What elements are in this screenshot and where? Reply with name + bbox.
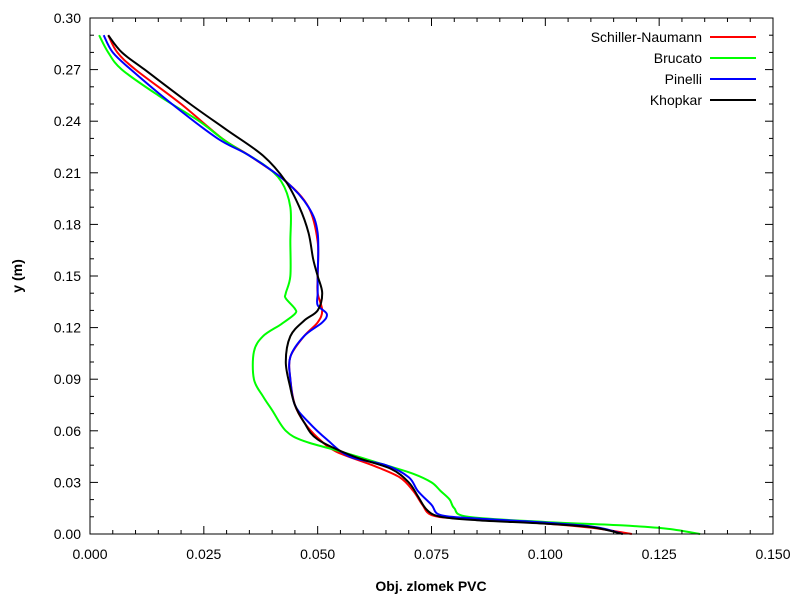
axis-ticks bbox=[89, 17, 774, 535]
legend-label-pinelli: Pinelli bbox=[665, 71, 702, 87]
x-tick-label: 0.125 bbox=[642, 546, 677, 562]
x-axis-title: Obj. zlomek PVC bbox=[375, 578, 486, 594]
x-tick-label: 0.150 bbox=[755, 546, 790, 562]
x-tick-label: 0.000 bbox=[72, 546, 107, 562]
y-tick-label: 0.12 bbox=[54, 320, 81, 336]
x-tick-label: 0.075 bbox=[414, 546, 449, 562]
x-tick-label: 0.025 bbox=[186, 546, 221, 562]
x-tick-label: 0.100 bbox=[528, 546, 563, 562]
legend-label-brucato: Brucato bbox=[654, 50, 702, 66]
y-tick-label: 0.00 bbox=[54, 526, 81, 542]
series-line-khopkar bbox=[107, 34, 623, 535]
y-tick-label: 0.15 bbox=[54, 268, 81, 284]
y-tick-label: 0.24 bbox=[54, 113, 81, 129]
y-tick-label: 0.27 bbox=[54, 62, 81, 78]
legend: Schiller-Naumann Brucato Pinelli Khopkar bbox=[591, 29, 756, 108]
y-axis-title: y (m) bbox=[9, 259, 25, 292]
series-line-schiller-naumann bbox=[107, 34, 633, 535]
plot-frame bbox=[89, 17, 774, 535]
x-tick-label: 0.050 bbox=[300, 546, 335, 562]
y-tick-label: 0.06 bbox=[54, 423, 81, 439]
x-tick-labels: 0.000 0.025 0.050 0.075 0.100 0.125 0.150 bbox=[72, 546, 790, 562]
y-tick-label: 0.03 bbox=[54, 474, 81, 490]
y-tick-label: 0.18 bbox=[54, 216, 81, 232]
series-line-pinelli bbox=[102, 34, 624, 535]
y-tick-labels: 0.00 0.03 0.06 0.09 0.12 0.15 0.18 0.21 0.24 0.27… bbox=[54, 10, 81, 542]
y-tick-label: 0.21 bbox=[54, 165, 81, 181]
y-tick-label: 0.09 bbox=[54, 371, 81, 387]
plot-curves bbox=[98, 34, 701, 535]
legend-label-khopkar: Khopkar bbox=[650, 92, 702, 108]
y-tick-label: 0.30 bbox=[54, 10, 81, 26]
legend-label-schiller-naumann: Schiller-Naumann bbox=[591, 29, 702, 45]
